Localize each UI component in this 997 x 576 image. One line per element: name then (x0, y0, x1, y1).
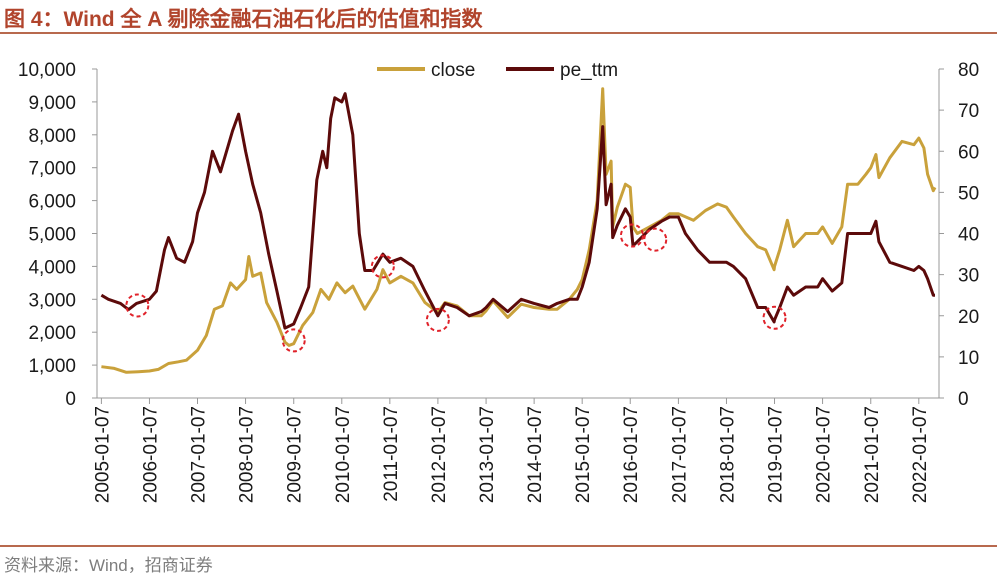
left-axis-tick-label: 6,000 (28, 192, 76, 213)
left-axis-tick-label: 1,000 (28, 356, 76, 377)
x-axis-tick-label: 2014-01-07 (525, 406, 546, 503)
left-axis-tick-label: 10,000 (18, 60, 76, 81)
x-axis-tick-label: 2012-01-07 (429, 406, 450, 503)
x-axis-tick-label: 2020-01-07 (814, 406, 835, 503)
right-axis-tick-label: 0 (958, 389, 969, 410)
x-axis-tick-label: 2018-01-07 (717, 406, 738, 503)
source-divider (0, 545, 997, 547)
source-note: 资料来源：Wind，招商证券 (4, 556, 213, 575)
highlight-circle (643, 227, 668, 252)
x-axis-tick-label: 2016-01-07 (621, 406, 642, 503)
right-axis-tick-label: 10 (958, 348, 979, 369)
right-axis-tick-label: 20 (958, 307, 979, 328)
x-axis-tick-label: 2009-01-07 (285, 406, 306, 503)
x-axis-tick-label: 2005-01-07 (92, 406, 113, 503)
series-line-close (101, 87, 937, 374)
left-axis-tick-label: 8,000 (28, 126, 76, 147)
right-axis-tick-label: 50 (958, 183, 979, 204)
left-axis: 0 1,000 2,000 3,000 4,000 5,000 6,000 7,000 8,00… (18, 60, 97, 410)
right-axis: 0 10 20 30 40 50 60 70 80 (939, 60, 979, 410)
x-axis-tick-label: 2017-01-07 (669, 406, 690, 503)
x-axis-tick-label: 2006-01-07 (140, 406, 161, 503)
marker-layer (125, 223, 787, 353)
highlight-circle (425, 307, 450, 332)
x-axis-tick-label: 2022-01-07 (910, 406, 931, 503)
x-axis-tick-label: 2008-01-07 (237, 406, 258, 503)
title-divider (0, 32, 997, 34)
left-axis-tick-label: 5,000 (28, 225, 76, 246)
left-axis-tick-label: 2,000 (28, 323, 76, 344)
right-axis-tick-label: 70 (958, 101, 979, 122)
x-axis-tick-label: 2011-01-07 (381, 406, 402, 502)
left-axis-tick-label: 0 (65, 389, 76, 410)
left-axis-tick-label: 9,000 (28, 93, 76, 114)
x-axis-tick-label: 2019-01-07 (766, 406, 787, 503)
left-axis-tick-label: 4,000 (28, 257, 76, 278)
x-axis-tick-label: 2021-01-07 (862, 406, 883, 503)
highlight-circle (125, 293, 150, 318)
right-axis-tick-label: 30 (958, 266, 979, 287)
x-axis: 2005-01-07 2006-01-07 2007-01-07 2008-01-07… (92, 398, 931, 503)
legend-label-pe-ttm: pe_ttm (560, 60, 618, 81)
right-axis-tick-label: 60 (958, 142, 979, 163)
series-line-pe-ttm (100, 92, 935, 330)
highlight-circle (370, 254, 395, 279)
left-axis-tick-label: 7,000 (28, 159, 76, 180)
legend-label-close: close (431, 60, 475, 81)
highlight-circle (281, 328, 306, 353)
legend: close pe_ttm (377, 60, 618, 81)
series-layer (100, 87, 937, 374)
figure-title: 图 4：Wind 全 A 剔除金融石油石化后的估值和指数 (4, 8, 483, 31)
right-axis-tick-label: 40 (958, 225, 979, 246)
highlight-circle (762, 305, 787, 330)
x-axis-tick-label: 2013-01-07 (477, 406, 498, 503)
x-axis-tick-label: 2015-01-07 (573, 406, 594, 503)
x-axis-tick-label: 2007-01-07 (188, 406, 209, 503)
left-axis-tick-label: 3,000 (28, 290, 76, 311)
highlight-circle (619, 223, 644, 248)
x-axis-tick-label: 2010-01-07 (333, 406, 354, 503)
right-axis-tick-label: 80 (958, 60, 979, 81)
